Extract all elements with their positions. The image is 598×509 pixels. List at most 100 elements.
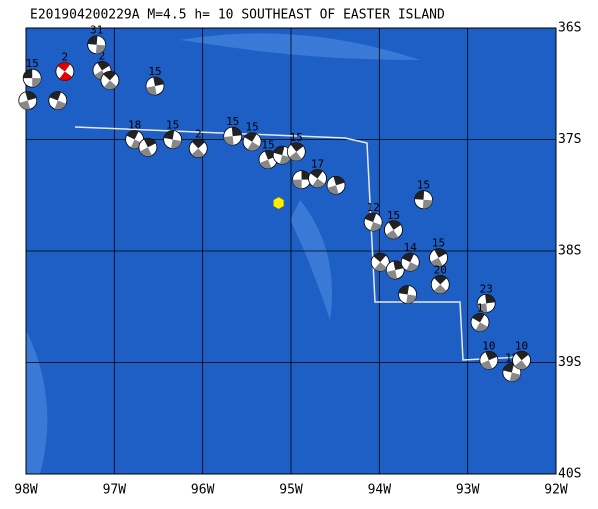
beachball: 31 <box>87 24 107 55</box>
beachball: 15 <box>414 179 433 210</box>
depth-label: 17 <box>311 158 324 171</box>
beachball-quadrant <box>388 220 402 230</box>
depth-label: 1 <box>477 301 484 314</box>
beachball-quadrant <box>49 91 62 101</box>
beachball-quadrant <box>95 44 106 54</box>
beachball: 12 <box>363 201 383 232</box>
beachball-quadrant <box>244 132 257 142</box>
beachball-quadrant <box>406 262 419 272</box>
beachball: 2 <box>55 50 75 81</box>
beachball-quadrant <box>146 85 157 95</box>
seafloor-shade <box>26 330 48 474</box>
beachball-quadrant <box>393 260 405 270</box>
beachball-quadrant <box>231 127 242 137</box>
beachball: 1 <box>470 301 490 332</box>
beachball-quadrant <box>485 351 498 361</box>
beachball-quadrant <box>402 253 415 263</box>
beachball: 15 <box>163 119 183 149</box>
depth-label: 10 <box>515 339 528 352</box>
beachball-quadrant <box>485 294 496 304</box>
beachball-quadrant <box>503 363 515 373</box>
beachball-quadrant <box>171 139 182 149</box>
beachball-quadrant <box>422 199 433 209</box>
beachball-quadrant <box>192 139 205 149</box>
beachball <box>272 145 292 165</box>
beachball: 15 <box>242 121 262 152</box>
depth-label: 15 <box>148 65 161 78</box>
lat-label: 39S <box>558 355 581 370</box>
beachball-quadrant <box>374 262 388 272</box>
beachball-quadrant <box>370 222 382 232</box>
beachball-quadrant <box>191 148 205 158</box>
depth-label: 12 <box>367 201 380 214</box>
beachball-quadrant <box>472 313 485 323</box>
beachball-quadrant <box>398 285 410 295</box>
beachball: 15 <box>145 65 165 96</box>
lat-label: 37S <box>558 132 581 147</box>
depth-label: 15 <box>261 139 274 152</box>
beachball-quadrant <box>433 284 447 294</box>
beachball-quadrant <box>247 141 260 151</box>
depth-label: 15 <box>387 209 400 222</box>
beachball-quadrant <box>312 178 325 188</box>
beachball-quadrant <box>386 269 398 279</box>
map-frame <box>25 27 557 475</box>
beachball-quadrant <box>430 257 443 267</box>
beachball-quadrant <box>434 248 447 258</box>
beachball <box>138 137 158 157</box>
depth-label: 15 <box>226 115 239 128</box>
lon-label: 95W <box>279 483 303 498</box>
lat-label: 36S <box>558 21 581 36</box>
beachball-quadrant <box>290 142 304 152</box>
depth-label: 2 <box>62 50 69 63</box>
beachball-quadrant <box>223 136 234 146</box>
beachball-quadrant <box>414 190 425 200</box>
beachball-quadrant <box>373 253 387 263</box>
beachball-quadrant <box>480 360 493 370</box>
depth-label: 15 <box>26 57 39 70</box>
depth-label: 23 <box>480 282 493 295</box>
beachball: 14 <box>400 241 420 272</box>
beachball-quadrant <box>103 71 116 81</box>
depth-label: 15 <box>417 179 430 192</box>
lon-label: 97W <box>103 483 127 498</box>
beachball-quadrant <box>509 372 521 382</box>
depth-label: 20 <box>434 263 447 276</box>
beachball-quadrant <box>292 179 302 189</box>
title: E201904200229A M=4.5 h= 10 SOUTHEAST OF … <box>30 8 445 23</box>
depth-label: 15 <box>432 237 445 250</box>
lat-label: 40S <box>558 467 581 482</box>
beachball-quadrant <box>139 147 152 157</box>
beachball-quadrant <box>406 294 417 304</box>
lon-label: 94W <box>368 483 392 498</box>
beachball-quadrant <box>385 229 399 239</box>
beachball-quadrant <box>59 71 73 81</box>
beachball-quadrant <box>103 80 117 90</box>
depth-label: 14 <box>404 241 418 254</box>
beachball-quadrant <box>515 351 529 361</box>
depth-label: 2 <box>195 127 202 140</box>
beachball-quadrant <box>310 169 323 179</box>
beachball-quadrant <box>57 62 71 72</box>
beachball-quadrant <box>23 69 33 79</box>
epicenter <box>273 196 285 210</box>
beachball-quadrant <box>475 322 488 332</box>
beachball: 15 <box>286 131 306 162</box>
beachball-quadrant <box>126 130 139 140</box>
depth-label: 2 <box>99 49 106 62</box>
lon-label: 96W <box>191 483 215 498</box>
beachball-quadrant <box>273 146 285 156</box>
beachball-quadrant <box>289 151 302 161</box>
beachball <box>326 175 346 195</box>
beachball: 15 <box>223 115 243 146</box>
depth-label: 18 <box>128 119 141 132</box>
beachball-quadrant <box>153 76 164 86</box>
depth-label: 31 <box>90 24 103 37</box>
beachball: 17 <box>308 158 327 188</box>
beachball-quadrant <box>163 130 175 140</box>
beachball: 20 <box>430 263 450 294</box>
beachball-quadrant <box>25 91 37 101</box>
beachball <box>18 91 38 110</box>
beachball-quadrant <box>477 303 488 313</box>
